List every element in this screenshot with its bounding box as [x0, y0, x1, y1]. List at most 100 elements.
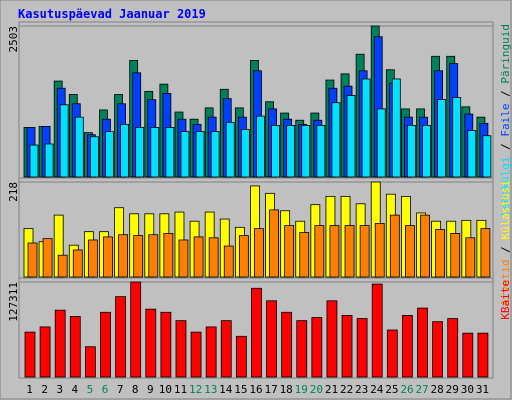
- bar: [447, 318, 459, 378]
- bar: [175, 320, 187, 378]
- x-tick-label: 12: [189, 383, 202, 396]
- x-tick-label: 31: [476, 383, 489, 396]
- bar: [225, 121, 235, 178]
- bar: [103, 236, 113, 278]
- bar: [432, 321, 444, 378]
- bar: [251, 287, 262, 378]
- chart-title: Kasutuspäevad Jaanuar 2019: [18, 7, 206, 21]
- bar: [165, 127, 175, 178]
- x-tick-label: 4: [72, 383, 79, 396]
- legend-entry: Arvutid: [499, 259, 512, 305]
- x-tick-label: 5: [87, 383, 94, 396]
- x-tick-label: 14: [219, 383, 233, 396]
- bar: [482, 135, 492, 178]
- bar: [450, 233, 461, 278]
- bar: [405, 225, 415, 278]
- bar: [27, 242, 38, 278]
- bar: [386, 329, 398, 378]
- x-tick-label: 26: [400, 383, 413, 396]
- bar: [145, 308, 157, 378]
- bar: [477, 332, 489, 378]
- legend-entry: Külastusi: [499, 180, 512, 240]
- bar: [389, 214, 400, 278]
- x-tick-label: 23: [355, 383, 368, 396]
- legend: Arvutid / Külastusi: [499, 180, 512, 306]
- bar: [205, 326, 217, 378]
- bar: [87, 239, 98, 278]
- bar: [120, 123, 129, 178]
- bar: [133, 235, 144, 278]
- x-tick-label: 29: [446, 383, 459, 396]
- bar: [281, 311, 293, 378]
- bar: [346, 95, 356, 178]
- x-tick-label: 27: [415, 383, 428, 396]
- x-tick-label: 13: [204, 383, 217, 396]
- x-tick-label: 1: [26, 383, 33, 396]
- bar: [235, 335, 247, 378]
- bar: [59, 104, 69, 178]
- x-tick-label: 6: [102, 383, 109, 396]
- x-tick-label: 15: [234, 383, 247, 396]
- bar: [359, 225, 370, 278]
- bar: [316, 125, 326, 178]
- x-tick-label: 22: [340, 383, 353, 396]
- bar: [160, 311, 172, 378]
- bar: [299, 232, 310, 278]
- bar: [311, 317, 323, 378]
- bar: [29, 144, 39, 178]
- bar: [480, 228, 491, 278]
- bar: [210, 131, 220, 178]
- bar: [115, 296, 126, 378]
- x-tick-label: 30: [461, 383, 474, 396]
- x-tick-label: 2: [41, 383, 48, 396]
- bar: [266, 300, 277, 378]
- bar: [435, 229, 446, 278]
- bar: [467, 130, 477, 178]
- y-tick-label: 127311: [7, 282, 20, 322]
- x-tick-label: 8: [132, 383, 139, 396]
- bar: [437, 99, 447, 178]
- x-tick-label: 21: [325, 383, 338, 396]
- x-tick-label: 18: [280, 383, 293, 396]
- bar: [420, 214, 430, 278]
- bar: [208, 237, 219, 278]
- bar: [150, 127, 160, 178]
- bar: [462, 332, 474, 378]
- bar: [254, 228, 264, 278]
- bar: [344, 225, 355, 278]
- bar: [284, 225, 295, 278]
- bar: [361, 78, 371, 178]
- x-tick-label: 24: [370, 383, 384, 396]
- bar: [39, 326, 51, 378]
- bar: [286, 125, 296, 178]
- y-tick-label: 2503: [7, 26, 20, 53]
- bar: [100, 311, 111, 378]
- legend-separator: /: [499, 137, 512, 157]
- bar: [148, 234, 159, 278]
- x-tick-label: 17: [264, 383, 277, 396]
- bar: [238, 235, 249, 278]
- bar: [223, 245, 234, 278]
- bar: [180, 131, 190, 178]
- bar: [402, 315, 413, 378]
- bar: [256, 115, 265, 178]
- y-tick-label: 218: [7, 182, 20, 202]
- x-tick-label: 9: [147, 383, 154, 396]
- x-tick-label: 19: [295, 383, 308, 396]
- x-tick-label: 10: [159, 383, 172, 396]
- bar: [452, 97, 462, 178]
- x-tick-label: 11: [174, 383, 187, 396]
- bar: [391, 78, 401, 178]
- bar: [341, 315, 353, 378]
- x-tick-label: 20: [310, 383, 323, 396]
- bar: [374, 222, 385, 278]
- x-tick-label: 16: [249, 383, 262, 396]
- legend-entry: Faile: [499, 103, 512, 136]
- bar: [74, 116, 84, 178]
- bar: [331, 102, 341, 178]
- legend-separator: /: [499, 84, 512, 104]
- bar: [42, 238, 53, 278]
- bar: [269, 209, 279, 278]
- x-tick-label: 7: [117, 383, 124, 396]
